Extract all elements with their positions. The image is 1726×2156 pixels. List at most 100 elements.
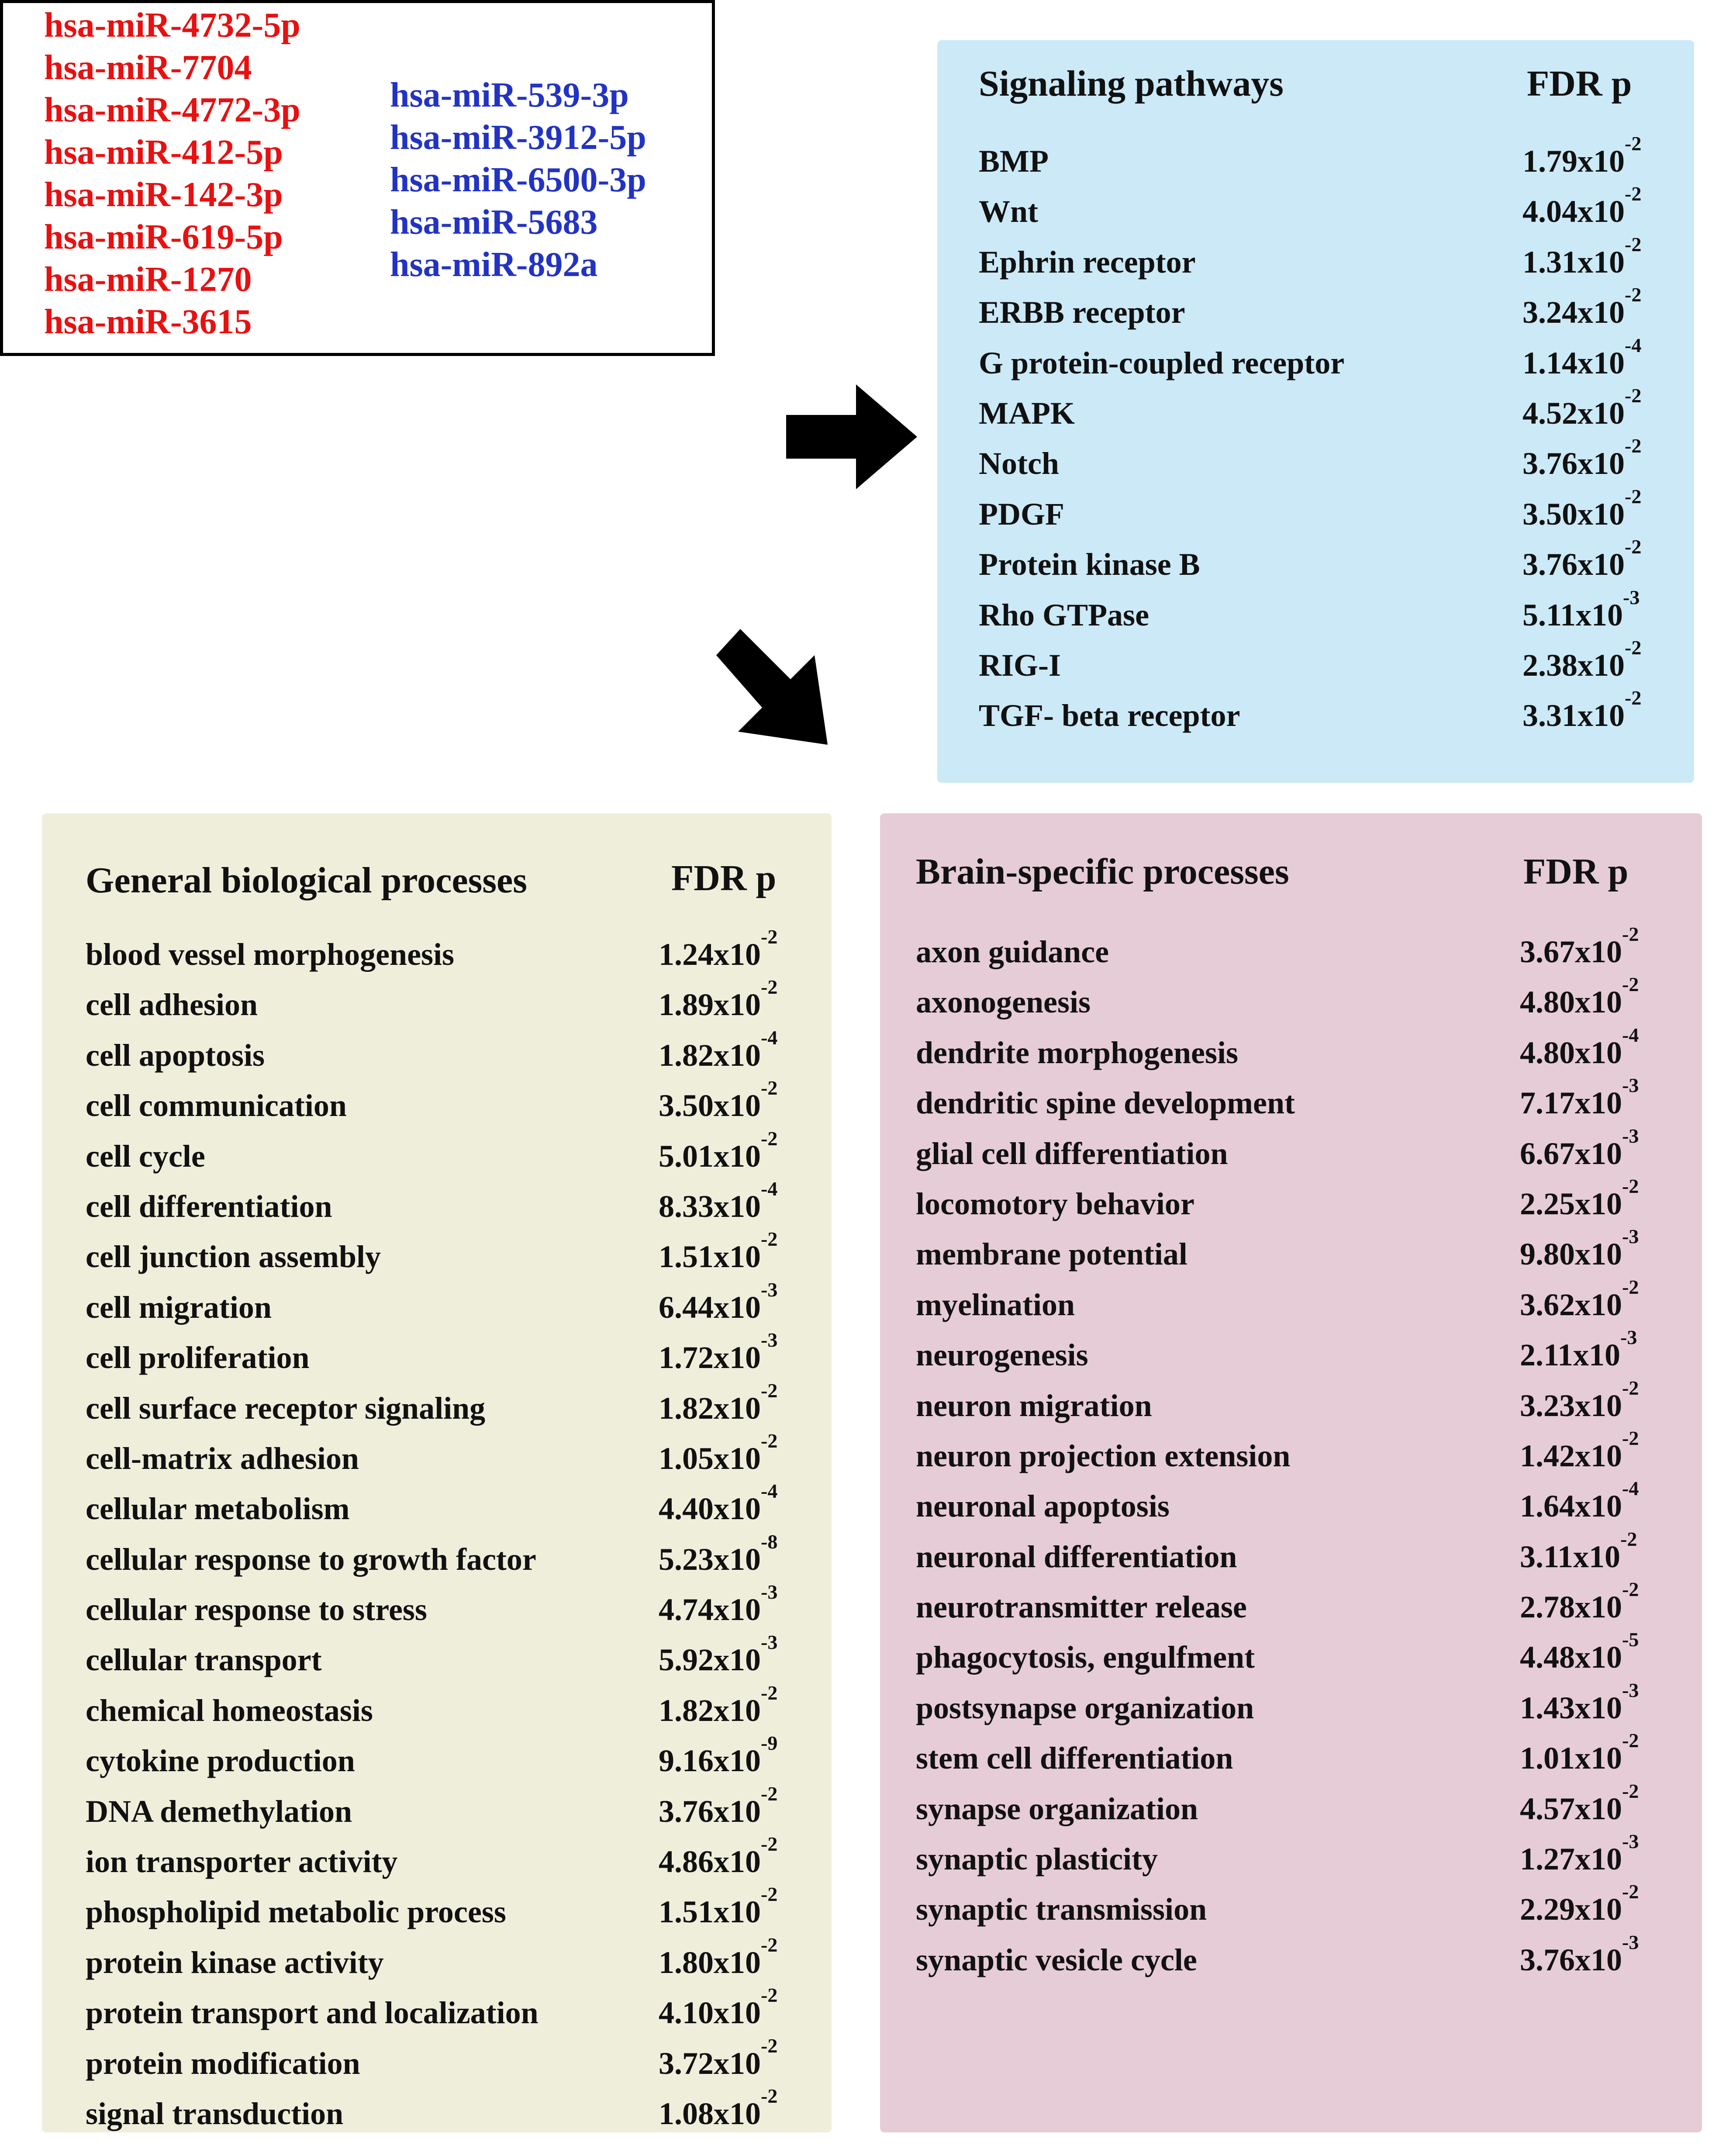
- row-label: PDGF: [979, 496, 1064, 532]
- fdr-mantissa: 4.52x10: [1522, 395, 1625, 431]
- fdr-mantissa: 2.25x10: [1520, 1186, 1622, 1221]
- row-label: myelination: [916, 1287, 1075, 1322]
- row-label: ERBB receptor: [979, 295, 1185, 330]
- mirna-item: hsa-miR-6500-3p: [390, 161, 646, 199]
- fdr-value: 4.57x10-2: [1520, 1781, 1639, 1834]
- row-label: neurotransmitter release: [916, 1589, 1247, 1625]
- fdr-mantissa: 1.51x10: [659, 1239, 761, 1275]
- mirna-item: hsa-miR-5683: [390, 203, 598, 242]
- fdr-mantissa: 4.74x10: [659, 1592, 761, 1627]
- mirna-item: hsa-miR-3615: [44, 303, 252, 341]
- fdr-value: 3.76x10-2: [1522, 537, 1641, 590]
- fdr-value: 1.42x10-2: [1520, 1428, 1639, 1481]
- fdr-exponent: -2: [1620, 1527, 1637, 1550]
- fdr-mantissa: 1.08x10: [659, 2096, 761, 2131]
- row-label: Rho GTPase: [979, 597, 1150, 632]
- fdr-header: FDR p: [1523, 851, 1629, 892]
- mirna-item: hsa-miR-3912-5p: [390, 118, 646, 157]
- fdr-exponent: -3: [761, 1329, 778, 1351]
- fdr-exponent: -2: [761, 1883, 778, 1906]
- fdr-exponent: -3: [1622, 1124, 1639, 1147]
- fdr-mantissa: 3.76x10: [1522, 547, 1625, 582]
- row-label: cell communication: [86, 1088, 347, 1123]
- fdr-exponent: -2: [1625, 687, 1642, 709]
- fdr-exponent: -2: [761, 926, 778, 948]
- fdr-value: 4.48x10-5: [1520, 1630, 1639, 1683]
- fdr-exponent: -2: [1625, 384, 1642, 407]
- fdr-mantissa: 1.27x10: [1520, 1842, 1622, 1877]
- arrow-right-icon: [786, 384, 917, 489]
- fdr-mantissa: 1.64x10: [1520, 1489, 1622, 1524]
- pathway-fdr-values: 1.79x10-2 4.04x10-2 1.31x10-2 3.24x10-2 1.14…: [1522, 134, 1642, 741]
- fdr-value: 4.80x10-4: [1520, 1025, 1639, 1078]
- fdr-value: 1.82x10-4: [659, 1027, 777, 1081]
- row-label: cytokine production: [86, 1743, 355, 1779]
- row-label: axonogenesis: [916, 985, 1091, 1020]
- fdr-value: 1.51x10-2: [659, 1229, 777, 1282]
- fdr-exponent: -3: [1622, 1830, 1639, 1853]
- fdr-mantissa: 2.11x10: [1520, 1337, 1621, 1373]
- fdr-value: 1.24x10-2: [659, 926, 778, 980]
- fdr-mantissa: 3.76x10: [1520, 1942, 1622, 1977]
- fdr-exponent: -9: [761, 1732, 778, 1755]
- fdr-exponent: -3: [761, 1278, 778, 1301]
- fdr-header: FDR p: [1527, 63, 1632, 104]
- fdr-exponent: -2: [761, 1228, 778, 1251]
- row-label: TGF- beta receptor: [979, 698, 1240, 733]
- fdr-value: 1.05x10-2: [659, 1430, 777, 1484]
- fdr-exponent: -3: [1622, 1931, 1639, 1953]
- row-label: RIG-I: [979, 647, 1061, 683]
- fdr-value: 3.23x10-2: [1520, 1378, 1639, 1431]
- fdr-exponent: -2: [1622, 1175, 1639, 1197]
- fdr-mantissa: 2.78x10: [1520, 1589, 1622, 1625]
- fdr-exponent: -2: [761, 2034, 778, 2057]
- fdr-exponent: -2: [1625, 183, 1642, 205]
- row-label: dendritic spine development: [916, 1085, 1295, 1121]
- row-label: neuronal apoptosis: [916, 1489, 1170, 1524]
- fdr-exponent: -8: [761, 1530, 778, 1553]
- fdr-mantissa: 6.67x10: [1520, 1136, 1622, 1171]
- fdr-exponent: -4: [761, 1177, 778, 1200]
- mirna-item: hsa-miR-142-3p: [44, 176, 283, 214]
- fdr-mantissa: 7.17x10: [1520, 1085, 1622, 1121]
- mirna-item: hsa-miR-412-5p: [44, 133, 283, 172]
- fdr-value: 1.08x10-2: [659, 2086, 777, 2139]
- row-label: cell junction assembly: [86, 1239, 381, 1275]
- fdr-exponent: -4: [1625, 334, 1642, 356]
- fdr-value: 7.17x10-3: [1520, 1075, 1639, 1128]
- row-label: synaptic transmission: [916, 1892, 1207, 1927]
- fdr-exponent: -2: [1625, 132, 1642, 155]
- fdr-value: 1.27x10-3: [1520, 1831, 1639, 1884]
- row-label: Ephrin receptor: [979, 244, 1196, 280]
- row-label: protein transport and localization: [86, 1995, 539, 2031]
- fdr-value: 5.11x10-3: [1522, 587, 1641, 640]
- fdr-mantissa: 8.33x10: [659, 1189, 761, 1224]
- row-label: cellular response to stress: [86, 1592, 427, 1627]
- fdr-mantissa: 1.79x10: [1522, 144, 1625, 179]
- fdr-exponent: -2: [1622, 1729, 1639, 1752]
- fdr-mantissa: 1.80x10: [659, 1945, 761, 1980]
- row-label: membrane potential: [916, 1237, 1187, 1272]
- fdr-exponent: -2: [1625, 233, 1642, 256]
- fdr-mantissa: 1.31x10: [1522, 244, 1625, 280]
- row-label: dendrite morphogenesis: [916, 1035, 1238, 1070]
- row-label: synapse organization: [916, 1791, 1198, 1826]
- fdr-exponent: -2: [761, 1077, 778, 1099]
- fdr-value: 3.62x10-2: [1520, 1277, 1639, 1330]
- fdr-value: 4.86x10-2: [659, 1834, 777, 1887]
- fdr-exponent: -5: [1622, 1628, 1639, 1651]
- fdr-exponent: -2: [1622, 1779, 1639, 1802]
- fdr-exponent: -4: [1622, 1477, 1639, 1500]
- fdr-exponent: -2: [761, 976, 778, 999]
- fdr-mantissa: 1.82x10: [659, 1390, 761, 1426]
- row-label: postsynapse organization: [916, 1690, 1254, 1725]
- fdr-exponent: -4: [761, 1480, 778, 1503]
- fdr-exponent: -3: [761, 1581, 778, 1603]
- fdr-value: 2.25x10-2: [1520, 1176, 1639, 1229]
- fdr-mantissa: 5.23x10: [659, 1541, 761, 1577]
- fdr-value: 2.78x10-2: [1520, 1579, 1639, 1632]
- fdr-mantissa: 4.48x10: [1520, 1640, 1622, 1675]
- fdr-exponent: -2: [761, 2084, 778, 2107]
- fdr-value: 2.38x10-2: [1522, 637, 1641, 691]
- fdr-exponent: -2: [1622, 1275, 1639, 1298]
